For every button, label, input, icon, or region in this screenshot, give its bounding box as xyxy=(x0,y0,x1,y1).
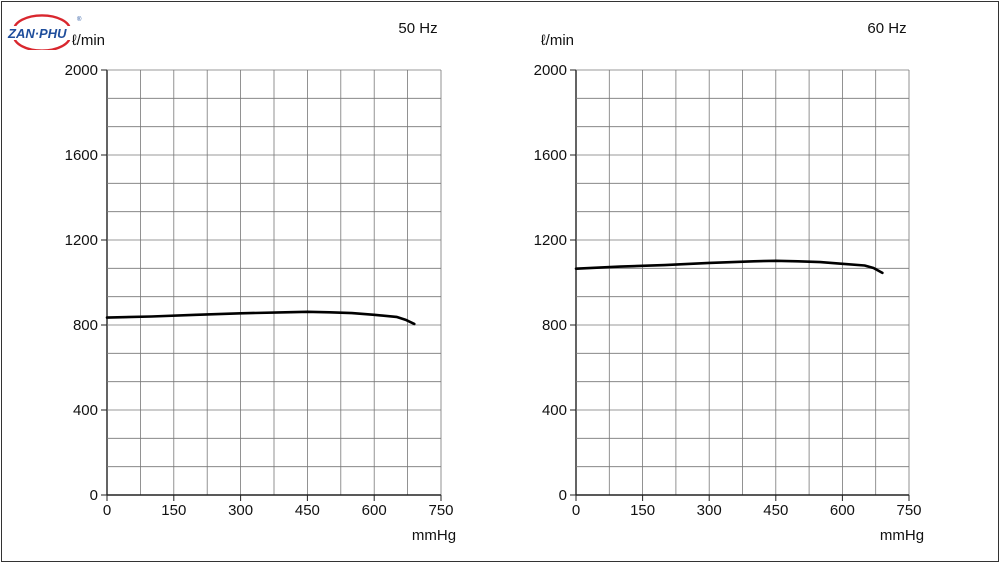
y-tick-label: 1200 xyxy=(534,232,567,249)
x-tick-label: 300 xyxy=(697,502,722,519)
x-tick-label: 750 xyxy=(896,502,921,519)
y-tick-label: 1600 xyxy=(65,147,98,164)
x-tick-label: 750 xyxy=(428,502,453,519)
grid-50hz xyxy=(106,69,442,496)
y-tick-label: 800 xyxy=(542,317,567,334)
x-tick-label: 450 xyxy=(763,502,788,519)
x-tick-label: 450 xyxy=(295,502,320,519)
x-axis-label-60hz: mmHg xyxy=(880,527,924,544)
grid-60hz xyxy=(575,69,910,496)
x-tick-label: 600 xyxy=(830,502,855,519)
flow-curve-60hz xyxy=(574,259,884,275)
chart-title-50hz: 50 Hz xyxy=(398,20,437,37)
y-axis-label-60hz: ℓ/min xyxy=(541,32,574,49)
y-tick-label: 400 xyxy=(73,402,98,419)
y-tick-label: 400 xyxy=(542,402,567,419)
logo-text: ZAN·PHU xyxy=(7,26,67,41)
y-tick-label: 2000 xyxy=(534,62,567,79)
logo-swoosh-top xyxy=(12,14,72,31)
y-tick-label: 0 xyxy=(559,487,567,504)
company-logo: ZAN·PHU ® xyxy=(4,10,84,55)
x-tick-label: 300 xyxy=(228,502,253,519)
y-axis-label-50hz: ℓ/min xyxy=(72,32,105,49)
chart-title-60hz: 60 Hz xyxy=(867,20,906,37)
logo-registered-mark: ® xyxy=(77,16,82,23)
y-tick-label: 0 xyxy=(90,487,98,504)
x-tick-label: 600 xyxy=(362,502,387,519)
x-tick-label: 0 xyxy=(572,502,580,519)
x-axis-ticks-60hz: 0 150 300 450 600 750 xyxy=(572,495,922,519)
y-tick-label: 1600 xyxy=(534,147,567,164)
logo-band xyxy=(6,26,78,40)
logo-mark: ZAN·PHU ® xyxy=(6,14,82,52)
x-tick-label: 150 xyxy=(161,502,186,519)
y-tick-label: 1200 xyxy=(65,232,98,249)
x-tick-label: 150 xyxy=(630,502,655,519)
x-axis-ticks-50hz: 0 150 300 450 600 750 xyxy=(103,495,454,519)
chart-panel-60hz: 0 400 800 1200 1600 2000 0 150 300 450 600 750 60 … xyxy=(534,20,924,544)
chart-panel-50hz: 0 400 800 1200 1600 2000 0 150 300 450 600 750 50 … xyxy=(65,20,456,544)
y-axis-ticks-50hz: 0 400 800 1200 1600 2000 xyxy=(65,62,107,504)
y-axis-ticks-60hz: 0 400 800 1200 1600 2000 xyxy=(534,62,576,504)
x-axis-label-50hz: mmHg xyxy=(412,527,456,544)
x-tick-label: 0 xyxy=(103,502,111,519)
flow-curve-50hz xyxy=(105,310,416,326)
y-tick-label: 800 xyxy=(73,317,98,334)
y-tick-label: 2000 xyxy=(65,62,98,79)
